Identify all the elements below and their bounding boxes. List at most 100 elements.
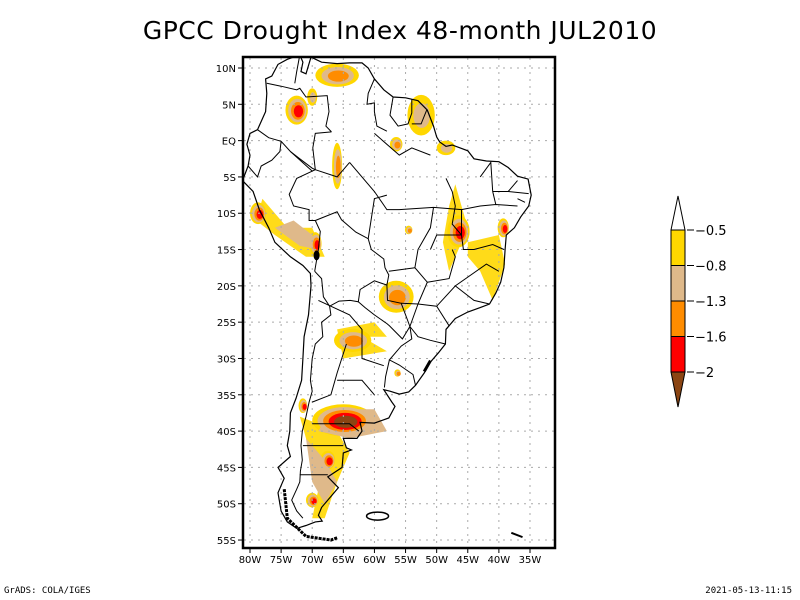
drought-contour-level-3 xyxy=(394,141,401,149)
country-border xyxy=(492,180,518,192)
drought-contour-level-4 xyxy=(455,225,465,240)
y-tick-label: 30S xyxy=(217,354,236,365)
country-border xyxy=(479,160,497,205)
drought-contour-level-2 xyxy=(309,92,316,103)
y-tick-label: 15S xyxy=(217,246,236,257)
drought-core xyxy=(306,438,338,504)
drought-streak xyxy=(467,235,506,301)
y-tick-label: 55S xyxy=(217,536,236,547)
y-tick-label: 25S xyxy=(217,318,236,329)
country-border xyxy=(314,220,321,272)
colorbar-label: −0.8 xyxy=(695,260,727,275)
y-tick-label: 5N xyxy=(222,100,236,111)
map-frame xyxy=(241,55,557,550)
x-tick-label: 55W xyxy=(394,555,417,566)
country-border xyxy=(366,78,388,132)
country-border xyxy=(290,151,313,172)
drought-contour-level-4 xyxy=(502,225,508,233)
y-tick-label: 10N xyxy=(216,64,236,75)
country-border xyxy=(417,303,450,330)
x-tick-label: 45W xyxy=(456,555,479,566)
country-border xyxy=(288,169,316,221)
south-georgia-island xyxy=(510,531,523,539)
country-border xyxy=(357,301,411,340)
country-border xyxy=(427,249,456,283)
continent-coastline xyxy=(244,58,532,530)
colorbar-label: −2 xyxy=(695,366,714,381)
y-tick-label: 45S xyxy=(217,463,236,474)
chile-fjords-islands xyxy=(282,489,338,542)
country-border xyxy=(315,162,350,178)
lagoa-dos-patos xyxy=(422,359,432,373)
country-border xyxy=(436,285,490,307)
y-tick-label: 5S xyxy=(223,173,236,184)
country-border xyxy=(409,326,446,345)
y-tick-label: 10S xyxy=(217,209,236,220)
drought-contour-level-4 xyxy=(302,403,307,410)
x-tick-label: 75W xyxy=(270,555,293,566)
drought-contour-level-4 xyxy=(293,105,304,118)
drought-contour-level-5 xyxy=(334,415,358,428)
colorbar-segment xyxy=(670,265,686,302)
drought-contour-level-3 xyxy=(344,335,363,347)
drought-core xyxy=(274,220,319,250)
timestamp: 2021-05-13-11:15 xyxy=(705,586,792,596)
drought-region xyxy=(436,140,456,156)
y-tick-label: 40S xyxy=(217,427,236,438)
x-tick-label: 60W xyxy=(363,555,386,566)
colorbar-segment xyxy=(670,336,686,373)
falkland-islands xyxy=(365,511,390,521)
country-border xyxy=(461,203,518,211)
country-border xyxy=(409,303,419,327)
x-tick-label: 65W xyxy=(332,555,355,566)
drought-contour-level-4 xyxy=(311,498,317,505)
drought-contour-level-4 xyxy=(326,457,333,466)
country-border xyxy=(508,191,529,195)
x-tick-label: 40W xyxy=(488,555,511,566)
drought-contour-level-3 xyxy=(335,155,341,178)
drought-contour-level-3 xyxy=(396,371,401,376)
country-border xyxy=(411,109,428,125)
country-border xyxy=(294,58,300,84)
country-border xyxy=(312,131,332,170)
colorbar-upper-triangle xyxy=(670,195,686,231)
colorbar-label: −0.5 xyxy=(695,224,727,239)
country-border xyxy=(291,270,332,519)
gridlines xyxy=(244,58,554,547)
country-border xyxy=(312,423,360,432)
country-border xyxy=(388,326,416,386)
y-tick-label: 20S xyxy=(217,282,236,293)
country-border xyxy=(367,194,388,239)
x-tick-label: 50W xyxy=(425,555,448,566)
coastline-and-borders xyxy=(244,58,532,542)
axis-ticks: 80W 75W 70W 65W 60W 55W 50W 45W 40W 35W 10N 5N EQ 5S 1… xyxy=(216,64,542,566)
drought-contour-level-3 xyxy=(327,70,349,82)
colorbar-label: −1.3 xyxy=(695,295,727,310)
country-border xyxy=(455,263,500,287)
drought-contour-level-3 xyxy=(407,228,412,233)
colorbar-segment xyxy=(670,229,686,266)
y-tick-label: EQ xyxy=(222,137,236,148)
y-tick-label: 50S xyxy=(217,500,236,511)
map-title: GPCC Drought Index 48-month JUL2010 xyxy=(142,16,658,45)
colorbar-lower-triangle xyxy=(670,371,686,408)
country-border xyxy=(388,267,415,272)
colorbar-legend: −0.5 −0.8 −1.3 −1.6 −2 xyxy=(670,195,727,408)
country-border xyxy=(374,133,431,156)
country-border xyxy=(445,178,462,236)
colorbar-segment xyxy=(670,300,686,337)
country-border xyxy=(383,359,390,388)
drought-contour-level-4 xyxy=(256,209,264,219)
country-border xyxy=(312,343,347,403)
lake-titicaca xyxy=(313,250,320,261)
x-tick-label: 35W xyxy=(519,555,542,566)
country-border xyxy=(318,299,384,367)
x-tick-label: 80W xyxy=(239,555,262,566)
y-tick-label: 35S xyxy=(217,391,236,402)
country-border xyxy=(247,141,282,178)
colorbar-label: −1.6 xyxy=(695,331,727,346)
x-tick-label: 70W xyxy=(301,555,324,566)
country-border xyxy=(461,234,505,250)
grads-credit: GrADS: COLA/IGES xyxy=(4,586,91,596)
